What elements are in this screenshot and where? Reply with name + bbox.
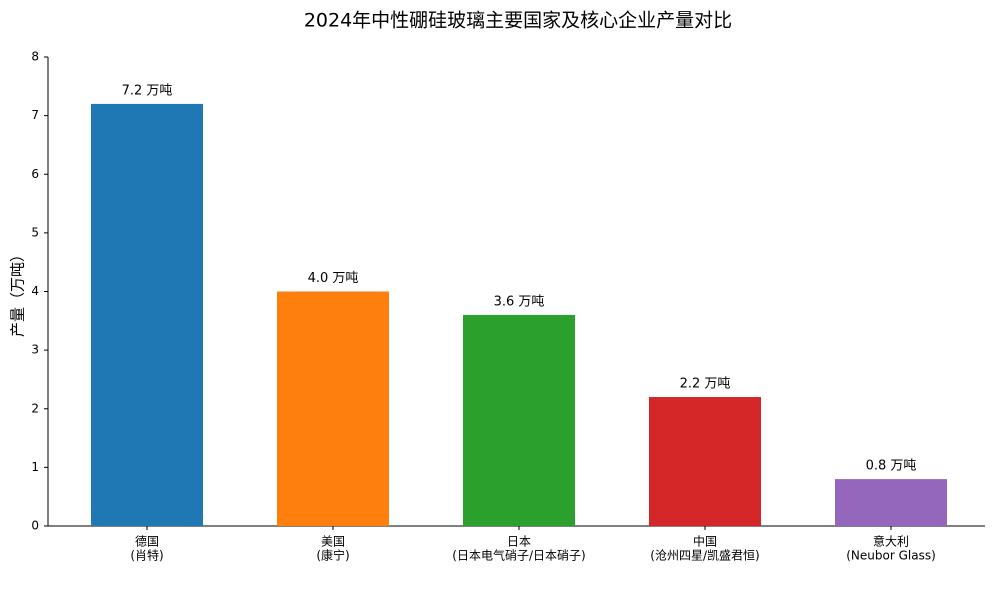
y-tick-label: 7 <box>31 108 39 122</box>
y-axis-label: 产量（万吨） <box>9 247 27 337</box>
bar <box>91 103 203 527</box>
x-tick-label: (肖特) <box>130 548 163 563</box>
x-tick-label: 德国 <box>135 534 159 549</box>
value-label: 0.8 万吨 <box>866 459 917 474</box>
bar <box>277 291 389 526</box>
y-tick-label: 4 <box>31 284 39 298</box>
y-tick-label: 1 <box>31 460 39 474</box>
value-label: 7.2 万吨 <box>122 83 173 98</box>
y-tick-label: 3 <box>31 343 39 357</box>
x-tick-label: 美国 <box>321 535 345 549</box>
y-tick-label: 0 <box>31 519 39 533</box>
bar <box>835 479 947 526</box>
value-label: 4.0 万吨 <box>308 271 359 286</box>
chart-title: 2024年中性硼硅玻璃主要国家及核心企业产量对比 <box>304 10 732 32</box>
bar <box>649 397 761 526</box>
value-label: 3.6 万吨 <box>494 294 545 309</box>
x-tick-label: (Neubor Glass) <box>846 549 936 563</box>
x-tick-label: (康宁) <box>316 548 349 563</box>
y-tick-label: 5 <box>31 225 39 239</box>
x-tick-label: (沧州四星/凯盛君恒) <box>650 548 759 563</box>
x-tick-label: 中国 <box>693 534 717 549</box>
y-tick-label: 6 <box>31 167 39 181</box>
value-label: 2.2 万吨 <box>680 377 731 392</box>
x-tick-label: 意大利 <box>873 534 909 549</box>
y-tick-label: 8 <box>31 50 39 64</box>
bar <box>463 314 575 526</box>
x-tick-label: 日本 <box>507 535 531 549</box>
y-tick-label: 2 <box>31 401 39 415</box>
x-tick-label: (日本电气硝子/日本硝子) <box>452 548 585 563</box>
